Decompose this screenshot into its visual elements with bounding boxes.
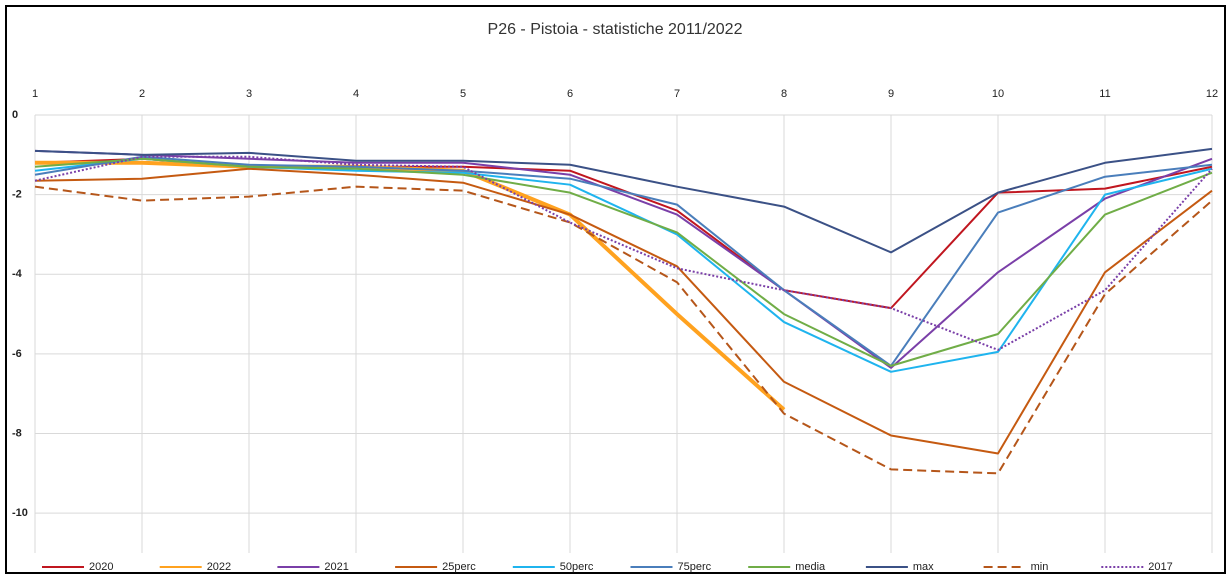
- x-tick-label: 4: [353, 88, 359, 100]
- x-tick-label: 1: [32, 88, 38, 100]
- series-line: [34, 149, 1213, 369]
- y-tick-label: -10: [12, 507, 28, 519]
- chart-title: P26 - Pistoia - statistiche 2011/2022: [488, 21, 743, 38]
- x-tick-label: 3: [246, 88, 252, 100]
- legend-label: max: [913, 561, 934, 573]
- x-tick-label: 9: [888, 88, 894, 100]
- series-line: [34, 155, 1213, 367]
- legend-label: 50perc: [560, 561, 594, 573]
- legend-label: 25perc: [442, 561, 476, 573]
- legend-label: min: [1031, 561, 1049, 573]
- series-line: [34, 185, 1213, 475]
- legend-label: media: [795, 561, 826, 573]
- x-tick-label: 2: [139, 88, 145, 100]
- legend-label: 2017: [1148, 561, 1172, 573]
- y-tick-label: 0: [12, 109, 18, 121]
- x-tick-label: 5: [460, 88, 466, 100]
- series-line: [34, 147, 1213, 254]
- y-tick-label: -6: [12, 348, 22, 360]
- y-tick-label: -2: [12, 189, 22, 201]
- legend-label: 2021: [324, 561, 348, 573]
- legend-label: 75perc: [678, 561, 712, 573]
- legend-label: 2022: [207, 561, 231, 573]
- legend-label: 2020: [89, 561, 113, 573]
- x-tick-label: 12: [1206, 88, 1218, 100]
- series-line: [34, 167, 1213, 455]
- x-tick-label: 8: [781, 88, 787, 100]
- x-tick-label: 6: [567, 88, 573, 100]
- x-tick-label: 11: [1099, 88, 1110, 100]
- x-tick-label: 10: [992, 88, 1004, 100]
- series-line: [34, 155, 1213, 351]
- y-tick-label: -4: [12, 268, 23, 280]
- series-line: [34, 157, 1213, 367]
- y-tick-label: -8: [12, 427, 22, 439]
- chart-border: [5, 5, 1226, 574]
- x-tick-label: 7: [674, 88, 680, 100]
